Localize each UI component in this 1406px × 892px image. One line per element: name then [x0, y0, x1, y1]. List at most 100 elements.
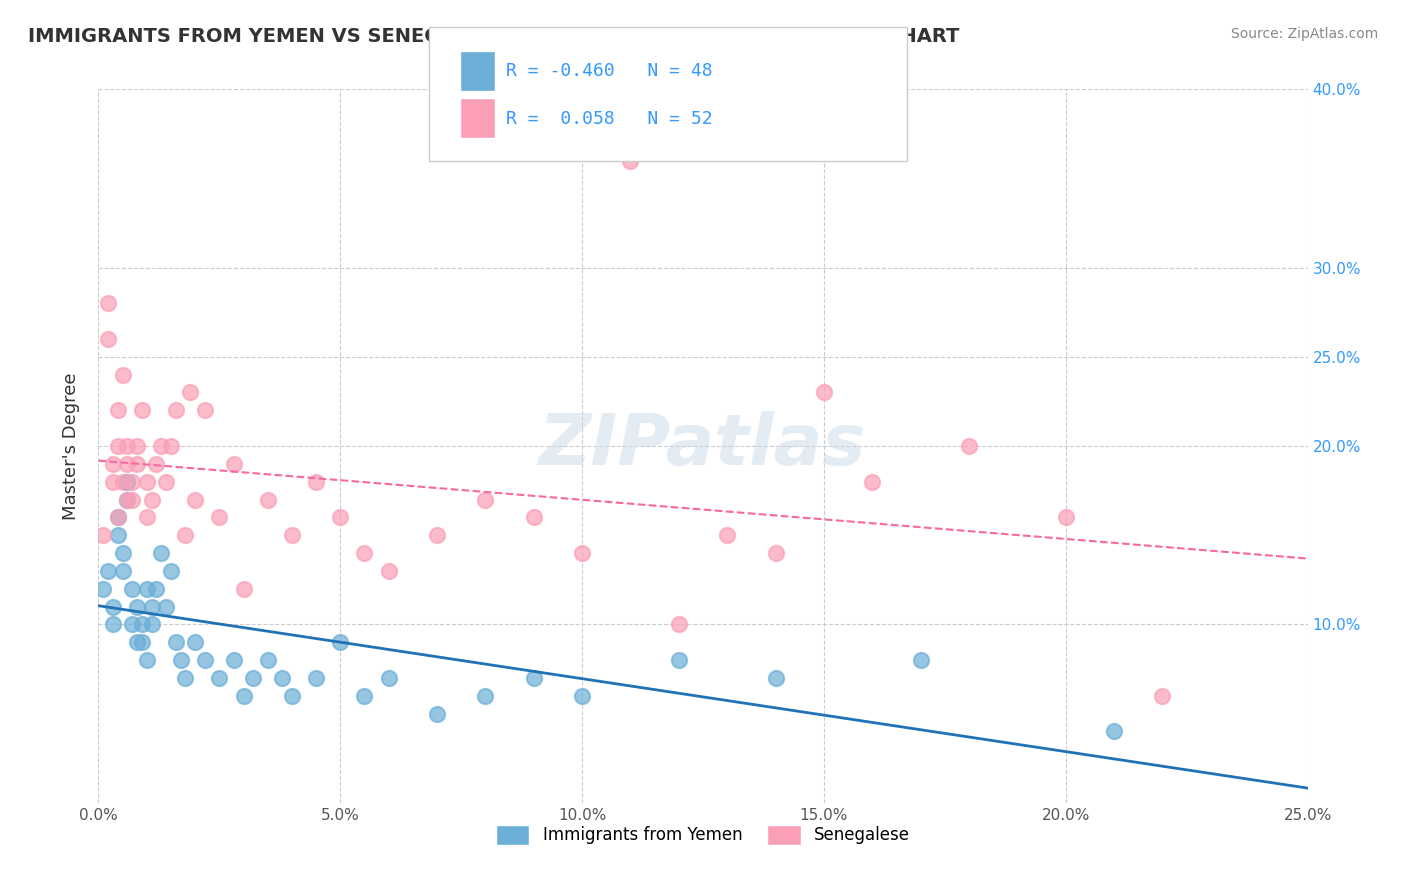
Point: [135, 582, 157, 596]
Point: [571, 546, 593, 560]
Point: [1152, 689, 1174, 703]
Point: [426, 706, 449, 721]
Point: [111, 475, 134, 489]
Point: [179, 385, 201, 400]
Point: [716, 528, 738, 542]
Point: [184, 492, 207, 507]
Point: [145, 582, 167, 596]
Point: [232, 689, 254, 703]
Text: IMMIGRANTS FROM YEMEN VS SENEGALESE MASTER'S DEGREE CORRELATION CHART: IMMIGRANTS FROM YEMEN VS SENEGALESE MAST…: [28, 27, 959, 45]
Point: [127, 457, 149, 471]
Point: [281, 528, 304, 542]
Point: [256, 653, 278, 667]
Point: [121, 492, 143, 507]
Point: [619, 153, 641, 168]
Point: [155, 599, 177, 614]
Point: [165, 403, 187, 417]
Point: [101, 617, 124, 632]
Point: [135, 653, 157, 667]
Point: [957, 439, 980, 453]
Point: [169, 653, 191, 667]
Point: [97, 564, 120, 578]
Point: [135, 510, 157, 524]
Point: [222, 457, 245, 471]
Point: [160, 564, 183, 578]
Point: [117, 457, 139, 471]
Point: [127, 635, 149, 649]
Point: [131, 635, 153, 649]
Point: [329, 635, 352, 649]
Point: [131, 617, 153, 632]
Point: [910, 653, 932, 667]
Point: [668, 653, 690, 667]
Point: [765, 671, 787, 685]
Point: [117, 492, 139, 507]
Point: [97, 296, 120, 310]
Point: [256, 492, 278, 507]
Point: [111, 368, 134, 382]
Point: [150, 439, 173, 453]
Point: [107, 510, 129, 524]
Point: [194, 653, 217, 667]
Point: [523, 510, 546, 524]
Point: [208, 510, 231, 524]
Point: [174, 671, 197, 685]
Point: [184, 635, 207, 649]
Point: [107, 510, 129, 524]
Point: [101, 457, 124, 471]
Point: [377, 564, 399, 578]
Point: [377, 671, 399, 685]
Point: [131, 403, 153, 417]
Point: [141, 492, 163, 507]
Point: [1102, 724, 1125, 739]
Point: [305, 475, 328, 489]
Point: [101, 475, 124, 489]
Point: [155, 475, 177, 489]
Point: [127, 599, 149, 614]
Point: [523, 671, 546, 685]
Point: [353, 546, 375, 560]
Point: [305, 671, 328, 685]
Point: [668, 617, 690, 632]
Point: [194, 403, 217, 417]
Y-axis label: Master's Degree: Master's Degree: [62, 372, 80, 520]
Point: [97, 332, 120, 346]
Point: [474, 689, 496, 703]
Point: [111, 546, 134, 560]
Point: [860, 475, 883, 489]
Point: [111, 564, 134, 578]
Point: [141, 617, 163, 632]
Point: [141, 599, 163, 614]
Point: [165, 635, 187, 649]
Point: [571, 689, 593, 703]
Point: [145, 457, 167, 471]
Point: [91, 528, 114, 542]
Point: [121, 475, 143, 489]
Text: R = -0.460   N = 48: R = -0.460 N = 48: [506, 62, 713, 80]
Point: [1054, 510, 1077, 524]
Point: [117, 439, 139, 453]
Text: ZIPatlas: ZIPatlas: [540, 411, 866, 481]
Point: [107, 528, 129, 542]
Point: [117, 475, 139, 489]
Point: [107, 439, 129, 453]
Point: [329, 510, 352, 524]
Point: [765, 546, 787, 560]
Point: [281, 689, 304, 703]
Point: [271, 671, 294, 685]
Point: [91, 582, 114, 596]
Point: [121, 617, 143, 632]
Point: [232, 582, 254, 596]
Point: [107, 403, 129, 417]
Point: [222, 653, 245, 667]
Point: [127, 439, 149, 453]
Point: [160, 439, 183, 453]
Point: [474, 492, 496, 507]
Point: [101, 599, 124, 614]
Text: Source: ZipAtlas.com: Source: ZipAtlas.com: [1230, 27, 1378, 41]
Point: [121, 582, 143, 596]
Point: [353, 689, 375, 703]
Point: [426, 528, 449, 542]
Point: [150, 546, 173, 560]
Legend: Immigrants from Yemen, Senegalese: Immigrants from Yemen, Senegalese: [489, 818, 917, 852]
